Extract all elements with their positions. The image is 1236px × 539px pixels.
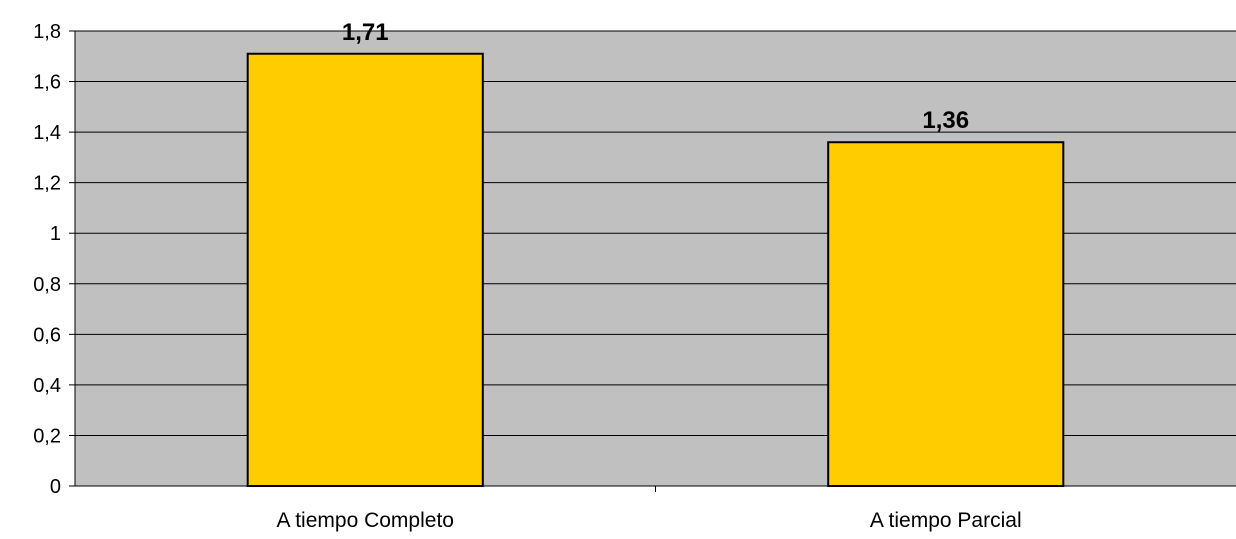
- y-tick-label: 0,6: [33, 324, 61, 346]
- bar: [827, 141, 1065, 487]
- bars: [246, 52, 1065, 487]
- x-category-label: A tiempo Completo: [277, 509, 454, 532]
- y-tick-label: 1,4: [33, 122, 61, 144]
- x-category-label: A tiempo Parcial: [870, 509, 1022, 532]
- y-tick-label: 1,8: [33, 21, 61, 43]
- y-tick-label: 1,2: [33, 173, 61, 195]
- y-tick-label: 1: [50, 223, 61, 245]
- y-tick-label: 0,2: [33, 425, 61, 447]
- y-tick-label: 0,4: [33, 375, 61, 397]
- y-tick-label: 0,8: [33, 274, 61, 296]
- y-tick-label: 0: [50, 476, 61, 498]
- data-label: 1,71: [342, 19, 389, 46]
- bar: [246, 52, 484, 487]
- y-tick-label: 1,6: [33, 72, 61, 94]
- labels: 0 0,2 0,4 0,6 0,8 1 1,2 1,4 1,6 1,8 1,71 A tiempo C…: [33, 19, 1021, 532]
- data-label: 1,36: [922, 107, 969, 134]
